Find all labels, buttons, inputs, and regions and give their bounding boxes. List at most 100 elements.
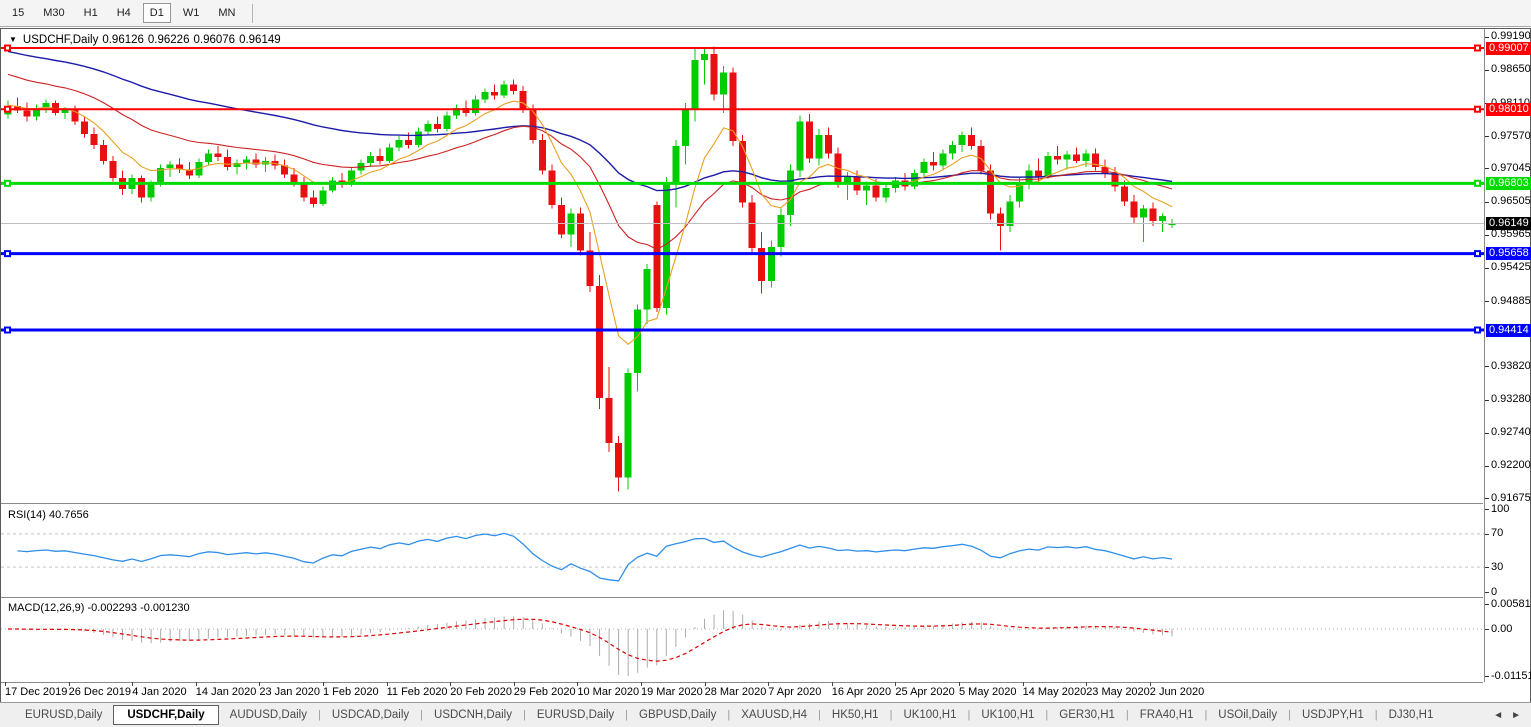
price-level-label-0.94414: 0.94414: [1486, 323, 1531, 337]
tab-UK100-H1[interactable]: UK100,H1: [981, 709, 1035, 721]
tab-EURUSD-Daily[interactable]: EURUSD,Daily: [25, 709, 103, 721]
symbol-dropdown-icon[interactable]: ▼: [9, 35, 17, 44]
date-label: 11 Feb 2020: [386, 686, 448, 698]
date-tickmark: [959, 682, 960, 686]
date-tickmark: [704, 682, 706, 686]
price-axis-tick: 0.93280: [1491, 393, 1531, 406]
date-tickmark: [386, 682, 388, 686]
price-axis-tickmark: [1485, 366, 1489, 368]
tab-USDCHF-Daily[interactable]: USDCHF,Daily: [113, 705, 219, 725]
price-level-line-0.99007[interactable]: [1, 44, 1484, 52]
rsi-axis-tick: 100: [1491, 502, 1510, 515]
ohlc-close: 0.96149: [239, 34, 281, 46]
price-level-line-0.94414[interactable]: [1, 326, 1484, 334]
date-tickmark: [895, 682, 897, 686]
rsi-axis-tickmark: [1485, 567, 1489, 569]
tab-USDJPY-H1[interactable]: USDJPY,H1: [1301, 709, 1364, 721]
price-level-label-0.99007: 0.99007: [1486, 41, 1531, 55]
timeframe-button-D1[interactable]: D1: [142, 3, 171, 23]
tab-AUDUSD-Daily[interactable]: AUDUSD,Daily: [229, 709, 307, 721]
date-label: 25 Apr 2020: [895, 686, 955, 698]
rsi-axis-tickmark: [1485, 509, 1489, 510]
tab-separator: |: [1374, 709, 1378, 721]
date-label: 5 May 2020: [959, 686, 1017, 698]
tab-GER30-H1[interactable]: GER30,H1: [1059, 709, 1115, 721]
price-level-line-0.96803[interactable]: [1, 179, 1484, 187]
date-label: 14 Jan 2020: [195, 686, 257, 698]
current-price-label: 0.96149: [1486, 216, 1531, 230]
price-axis-tickmark: [1485, 168, 1489, 170]
price-axis-tick: 0.99190: [1491, 30, 1531, 43]
rsi-axis-tick: 0: [1491, 585, 1498, 598]
tab-USDCNH-Daily[interactable]: USDCNH,Daily: [434, 709, 512, 721]
tab-separator: |: [1045, 709, 1049, 721]
date-tickmark: [132, 682, 134, 686]
tab-DJ30-H1[interactable]: DJ30,H1: [1388, 709, 1434, 721]
rsi-macd-splitter[interactable]: [1, 597, 1483, 598]
timeframe-button-MN[interactable]: MN: [218, 7, 236, 19]
tab-separator: |: [1125, 709, 1129, 721]
macd-signal-line: [8, 618, 1173, 662]
date-label: 29 Feb 2020: [513, 686, 576, 698]
tab-separator: |: [625, 709, 629, 721]
date-tickmark: [1149, 682, 1151, 686]
rsi-level-lines: [1, 533, 1484, 568]
tab-FRA40-H1[interactable]: FRA40,H1: [1139, 709, 1194, 721]
price-axis-tick: 0.91675: [1491, 491, 1531, 504]
tab-separator: |: [889, 709, 893, 721]
tab-scroll-left-icon[interactable]: ◄: [1493, 709, 1504, 721]
timeframe-button-H1[interactable]: H1: [83, 7, 98, 19]
date-tickmark: [195, 682, 197, 686]
chart-tabs-bar: EURUSD,Daily USDCHF,Daily AUDUSD,Daily | USD…: [0, 702, 1531, 727]
date-tickmark: [323, 682, 324, 686]
price-axis-tick: 0.97570: [1491, 129, 1531, 142]
tab-EURUSD-Daily[interactable]: EURUSD,Daily: [536, 709, 615, 721]
tab-HK50-H1[interactable]: HK50,H1: [831, 709, 879, 721]
price-level-line-0.98010[interactable]: [1, 105, 1484, 113]
date-label: 4 Jan 2020: [132, 686, 187, 698]
tab-USOil-Daily[interactable]: USOil,Daily: [1218, 709, 1278, 721]
date-label: 10 Mar 2020: [577, 686, 640, 698]
date-label: 20 Feb 2020: [450, 686, 512, 698]
tab-separator: |: [818, 709, 821, 721]
rsi-indicator-label: RSI(14) 40.7656: [8, 509, 89, 521]
tab-separator: |: [522, 709, 526, 721]
tab-separator: |: [727, 709, 731, 721]
price-axis-tickmark: [1485, 201, 1489, 203]
timeframe-button-M30[interactable]: M30: [43, 7, 65, 19]
tab-scroll-right-icon[interactable]: ►: [1511, 709, 1521, 721]
tab-UK100-H1[interactable]: UK100,H1: [903, 709, 957, 721]
tab-separator: |: [420, 709, 424, 721]
date-tickmark: [68, 682, 70, 686]
ma-mid-line: [7, 73, 1173, 251]
price-level-label-0.96803: 0.96803: [1486, 176, 1531, 190]
price-axis-tick: 0.95425: [1491, 261, 1531, 274]
tab-GBPUSD-Daily[interactable]: GBPUSD,Daily: [639, 709, 717, 721]
tab-USDCAD-Daily[interactable]: USDCAD,Daily: [331, 709, 410, 721]
tab-XAUUSD-H4[interactable]: XAUUSD,H4: [741, 709, 808, 721]
macd-axis-tickmark: [1485, 676, 1489, 677]
macd-axis-tick: -0.011514: [1491, 669, 1531, 682]
price-axis-tickmark: [1485, 69, 1489, 71]
ohlc-open: 0.96126: [102, 34, 144, 46]
price-rsi-splitter[interactable]: [1, 503, 1483, 504]
tab-separator: |: [1204, 709, 1208, 721]
price-level-line-0.95658[interactable]: [1, 250, 1484, 258]
timeframe-button-H4[interactable]: H4: [116, 7, 131, 19]
chart-title: ▼ USDCHF,Daily 0.96126 0.96226 0.96076 0.9614…: [9, 34, 285, 46]
timeframe-button-W1[interactable]: W1: [182, 7, 200, 19]
macd-axis-tick: 0.005818: [1491, 597, 1531, 610]
price-axis-tickmark: [1485, 267, 1489, 269]
price-axis-tickmark: [1485, 301, 1489, 303]
rsi-line: [17, 532, 1173, 582]
macd-axis-tick: 0.00: [1491, 622, 1513, 635]
date-label: 23 May 2020: [1086, 686, 1150, 698]
chart-window-frame: [0, 28, 1531, 703]
date-label: 17 Dec 2019: [5, 686, 68, 698]
price-axis-tickmark: [1485, 234, 1489, 236]
timeframe-button-15[interactable]: 15: [12, 7, 25, 19]
price-axis-tick: 0.94885: [1491, 294, 1531, 307]
ohlc-low: 0.96076: [193, 34, 236, 46]
